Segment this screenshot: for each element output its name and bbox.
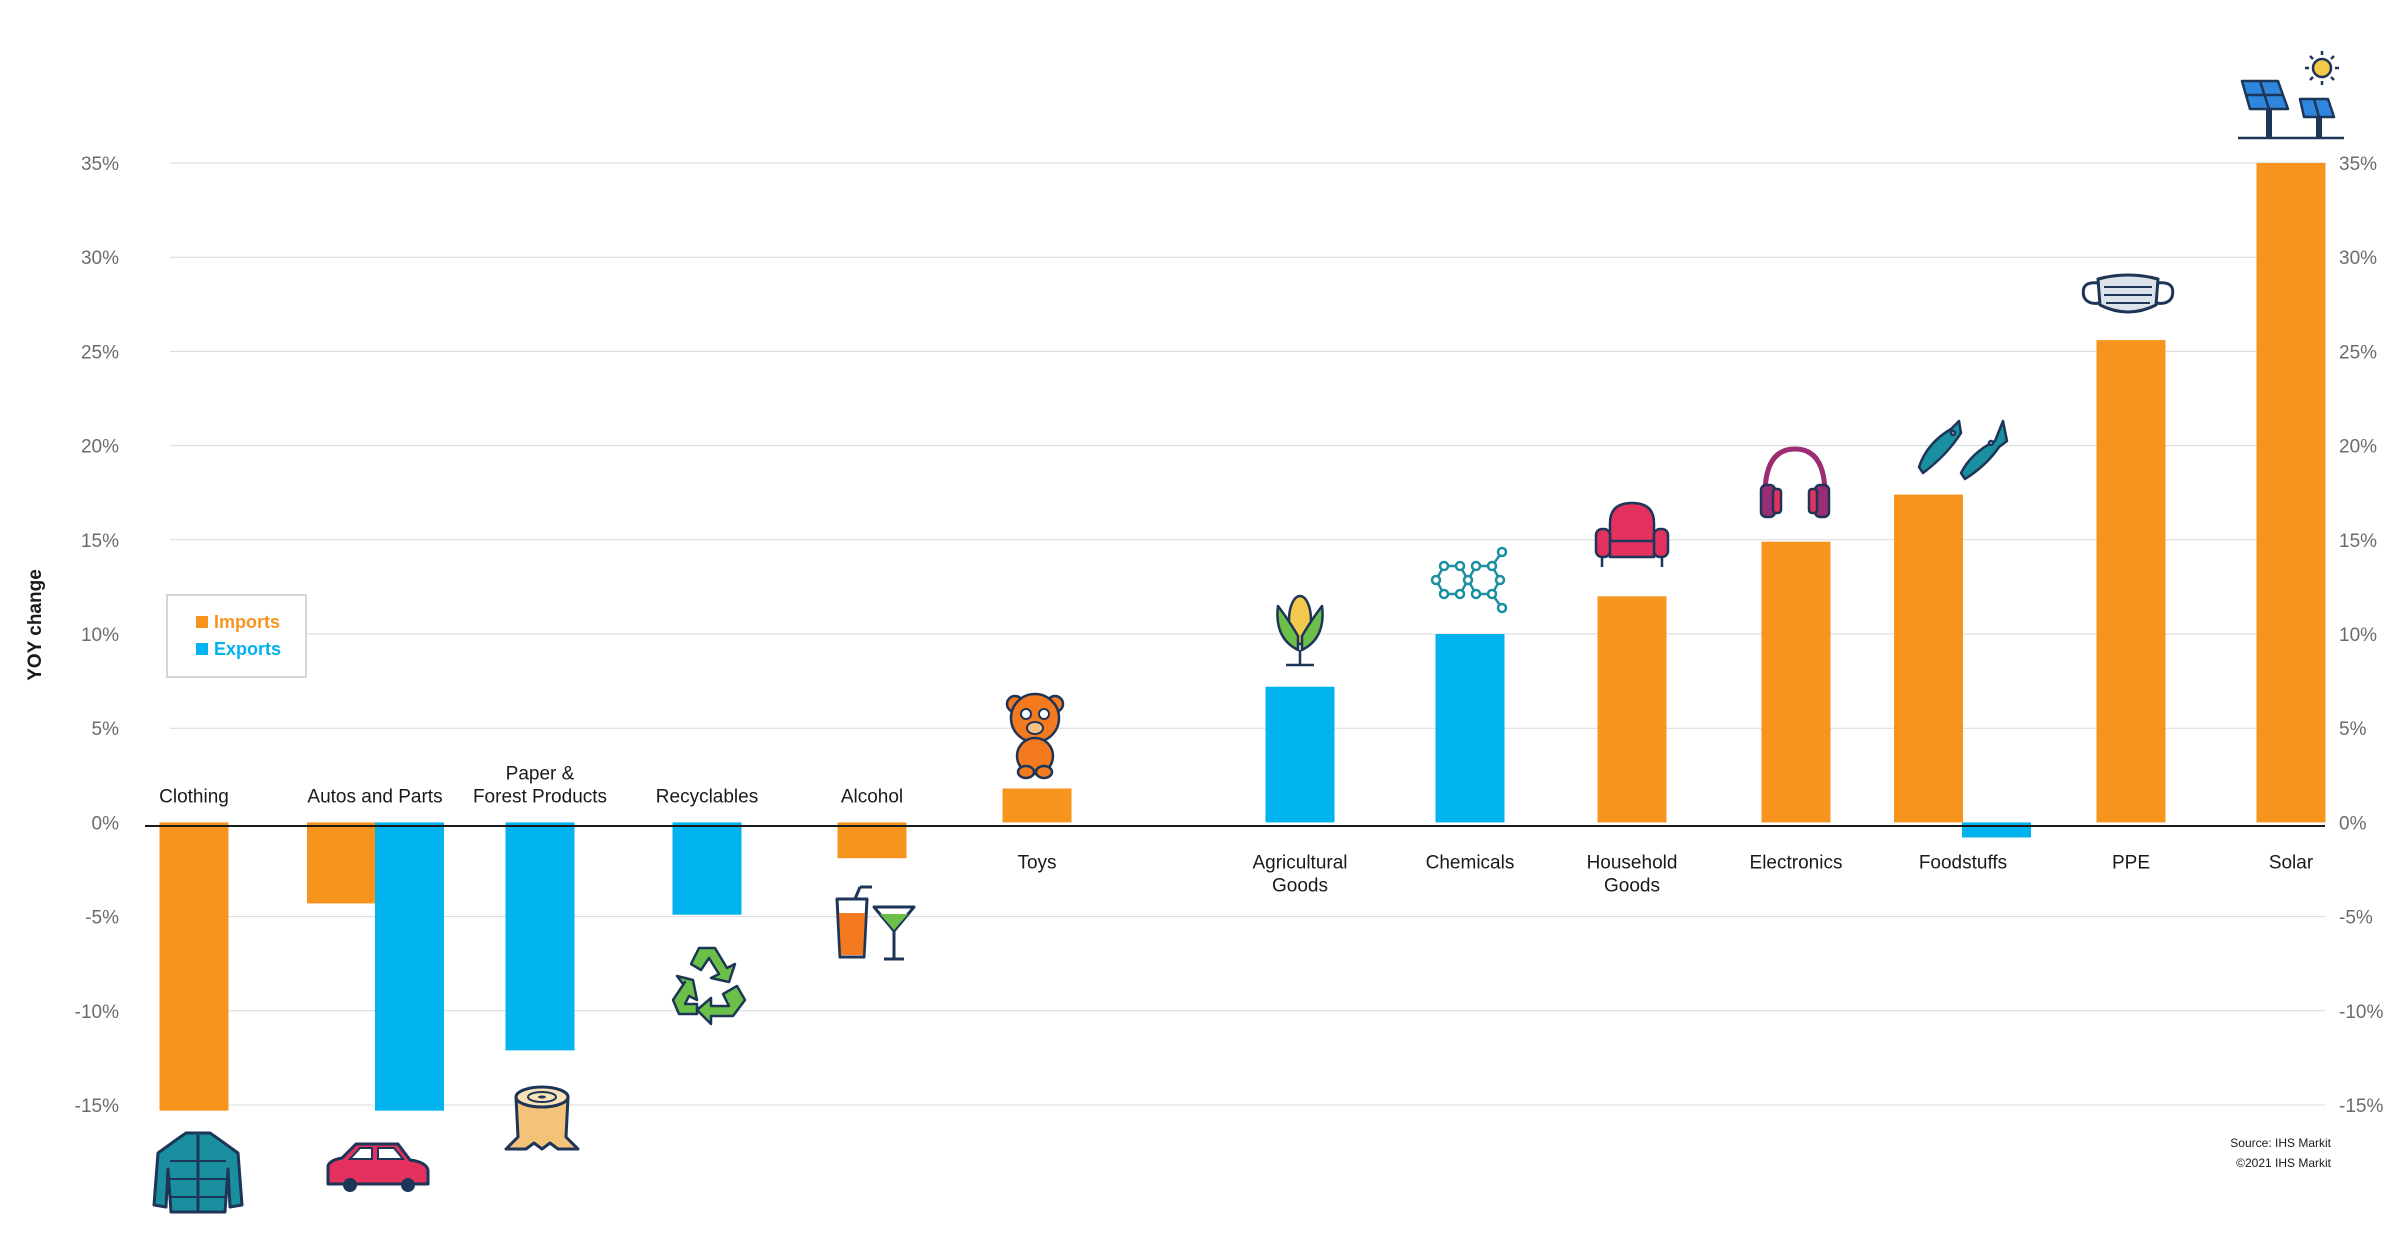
headphones-icon [1759,446,1831,519]
recycle-icon [671,946,747,1026]
teddy-bear-icon [1005,692,1065,780]
y-tick-right: -15% [2339,1096,2383,1117]
category-label: Foodstuffs [1919,852,2007,873]
bar-imports [1597,596,1667,823]
y-tick-right: 25% [2339,342,2377,363]
bar-imports [1894,494,1963,823]
category-label: Alcohol [841,786,903,807]
y-tick-left: 20% [81,437,119,458]
y-tick-right: 20% [2339,437,2377,458]
category-label: Paper & [506,763,575,784]
category-label: PPE [2112,852,2150,873]
bars [159,163,2326,1111]
source-note: Source: IHS Markit ©2021 IHS Markit [2230,1136,2331,1170]
y-tick-right: 30% [2339,248,2377,269]
y-tick-left: 0% [92,813,120,834]
bar-exports [1962,822,2031,838]
face-mask-icon [2081,273,2175,314]
bar-imports [837,822,907,859]
category-label: Household [1587,852,1678,873]
tree-stump-icon [504,1085,580,1151]
bar-exports [505,822,575,1051]
bar-imports [2256,163,2326,823]
category-label: Goods [1272,875,1328,896]
category-label: Chemicals [1426,852,1515,873]
bar-exports [1265,686,1335,823]
bar-exports [1435,634,1505,823]
y-tick-left: -5% [85,908,119,929]
bar-imports [1761,541,1831,823]
bar-imports [159,822,229,1111]
y-tick-left: -15% [75,1096,119,1117]
legend-swatch-imports [196,616,208,628]
category-label: Goods [1604,875,1660,896]
y-axis-ticks: 35% 35% 30% 30% 25% 25% 20% 20% 15% 15% 10% 10% 5% 5%… [75,154,2384,1117]
bar-exports [672,822,742,915]
legend-swatch-exports [196,643,208,655]
y-tick-left: 30% [81,248,119,269]
y-tick-right: 0% [2339,813,2367,834]
y-tick-left: -10% [75,1002,119,1023]
copyright-line: ©2021 IHS Markit [2236,1156,2332,1170]
bar-imports [307,822,376,904]
category-label: Recyclables [656,786,758,807]
source-line: Source: IHS Markit [2230,1136,2331,1150]
category-label: Toys [1017,852,1056,873]
bar-imports [1002,788,1072,823]
y-tick-left: 25% [81,342,119,363]
bar-exports [375,822,444,1111]
category-label: Agricultural [1252,852,1347,873]
jacket-icon [152,1131,244,1214]
y-tick-right: 15% [2339,531,2377,552]
solar-panel-icon [2238,51,2344,140]
y-tick-right: -10% [2339,1002,2383,1023]
fish-icon [1917,419,2009,481]
legend-label-imports: Imports [214,612,280,632]
molecule-icon [1430,546,1508,614]
corn-icon [1276,594,1324,667]
y-tick-left: 35% [81,154,119,175]
legend-box [166,594,307,678]
category-label: Electronics [1750,852,1843,873]
car-icon [326,1142,430,1192]
y-tick-right: 35% [2339,154,2377,175]
y-tick-left: 15% [81,531,119,552]
armchair-icon [1594,501,1670,567]
y-tick-right: 5% [2339,719,2367,740]
category-label: Clothing [159,786,229,807]
category-labels: Clothing Autos and Parts Paper &Forest Pro… [159,763,2314,896]
legend: Imports Exports [166,594,307,678]
y-tick-left: 10% [81,625,119,646]
category-label: Forest Products [473,786,607,807]
category-label: Solar [2269,852,2314,873]
category-label: Autos and Parts [307,786,442,807]
legend-label-exports: Exports [214,639,281,659]
y-tick-right: -5% [2339,908,2373,929]
y-tick-left: 5% [92,719,120,740]
y-tick-right: 10% [2339,625,2377,646]
drinks-icon [835,885,916,961]
gridlines [170,162,2325,1106]
y-axis-label: YOY change [25,569,46,681]
bar-imports [2096,340,2166,823]
